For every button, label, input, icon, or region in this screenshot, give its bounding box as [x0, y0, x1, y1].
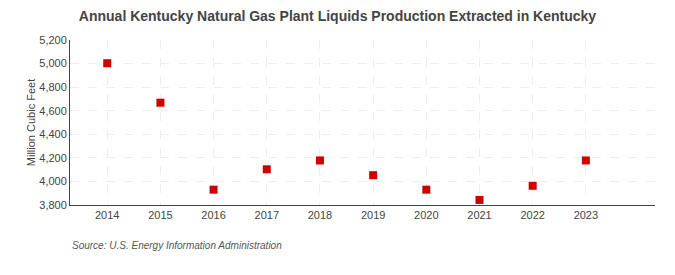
svg-text:Annual Kentucky Natural Gas Pl: Annual Kentucky Natural Gas Plant Liquid… — [79, 8, 597, 24]
svg-text:2023: 2023 — [574, 209, 598, 221]
svg-text:2014: 2014 — [95, 209, 119, 221]
svg-text:4,400: 4,400 — [39, 128, 67, 140]
svg-text:2017: 2017 — [255, 209, 279, 221]
svg-text:Million Cubic Feet: Million Cubic Feet — [25, 79, 37, 166]
svg-text:5,200: 5,200 — [39, 34, 67, 46]
svg-text:4,800: 4,800 — [39, 81, 67, 93]
svg-text:2016: 2016 — [201, 209, 225, 221]
svg-text:2022: 2022 — [520, 209, 544, 221]
svg-text:3,800: 3,800 — [39, 199, 67, 211]
svg-text:4,200: 4,200 — [39, 152, 67, 164]
svg-text:2020: 2020 — [414, 209, 438, 221]
svg-text:4,600: 4,600 — [39, 105, 67, 117]
svg-text:2018: 2018 — [308, 209, 332, 221]
svg-text:2015: 2015 — [148, 209, 172, 221]
svg-text:5,000: 5,000 — [39, 57, 67, 69]
svg-text:2021: 2021 — [467, 209, 491, 221]
svg-text:Source: U.S. Energy Informatio: Source: U.S. Energy Information Administ… — [72, 240, 282, 251]
svg-text:2019: 2019 — [361, 209, 385, 221]
svg-text:4,000: 4,000 — [39, 175, 67, 187]
